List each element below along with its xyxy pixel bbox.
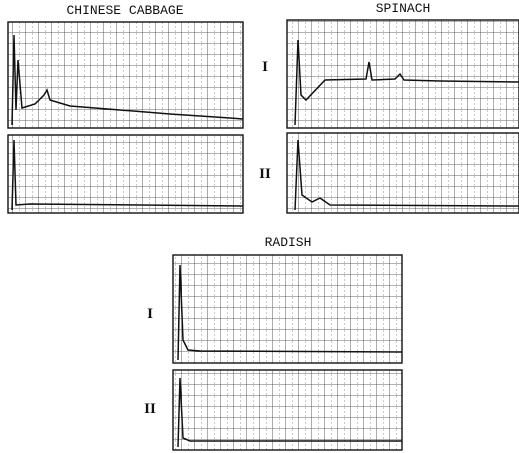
chromatogram — [8, 135, 243, 213]
row-label: II — [144, 401, 156, 417]
chromatogram — [173, 370, 402, 450]
chromatogram — [287, 20, 519, 128]
chromatogram — [8, 22, 243, 128]
panel-title: SPINACH — [376, 1, 431, 16]
panel-title: CHINESE CABBAGE — [66, 3, 183, 18]
row-label: I — [147, 306, 153, 322]
row-label: I — [262, 59, 268, 75]
chromatogram — [287, 133, 519, 213]
row-label: II — [259, 166, 271, 182]
chromatogram — [173, 255, 402, 363]
figure: CHINESE CABBAGE SPINACH I II RADISH I II — [0, 0, 519, 453]
panel-title: RADISH — [265, 235, 312, 250]
